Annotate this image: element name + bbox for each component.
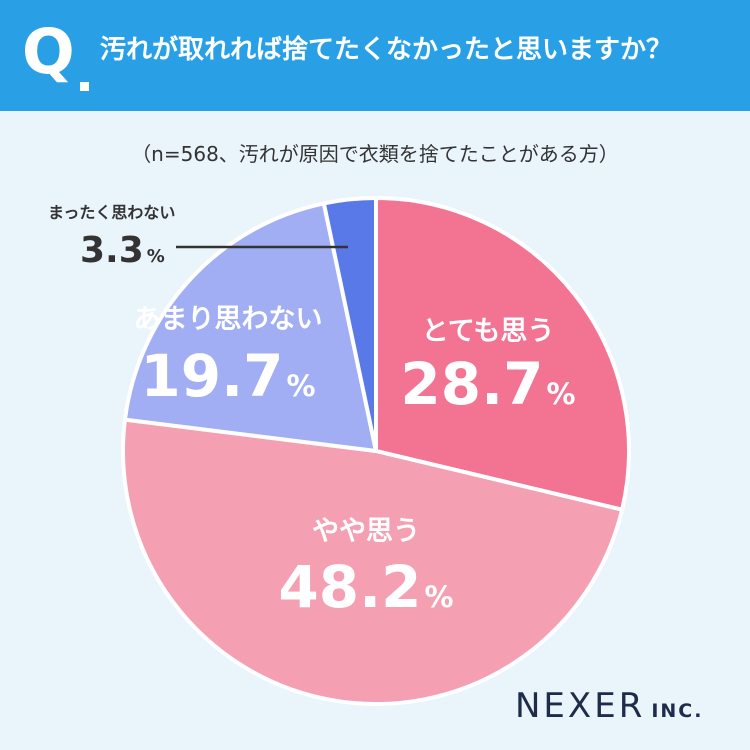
sample-note: （n=568、汚れが原因で衣類を捨てたことがある方） [131,142,619,166]
slice-value-percent-1: % [547,377,576,411]
slice-label-1: とても思う [422,316,555,347]
slice-label-3: あまり思わない [134,304,323,335]
slice-value-number-2: 48.2 [278,553,421,621]
question-text: 汚れが取れれば捨てたくなかったと思いますか？ [100,35,673,65]
pie-slice-4 [321,196,378,453]
logo-name: NEXER [515,686,646,726]
pie-slice-2 [121,417,625,706]
slice-value-3: 19.7% [140,342,315,410]
slice-value-2: 48.2% [278,553,453,621]
slice-value-percent-2: % [425,580,454,614]
logo-suffix: INC. [651,700,704,722]
slice-value-4: 3.3% [80,230,165,271]
pie-slice-1 [374,196,631,512]
slice-label-4: まったく思わない [48,203,175,222]
slice-value-number-3: 19.7 [140,342,283,410]
slice-value-percent-3: % [287,369,316,403]
slice-value-percent-4: % [147,246,165,267]
header-bar: Q 汚れが取れれば捨てたくなかったと思いますか？ [0,0,750,111]
nexer-logo: NEXER INC. [515,686,703,726]
q-letter: Q [22,15,75,88]
slice-value-number-1: 28.7 [400,350,543,418]
slice-value-1: 28.7% [400,350,575,418]
q-dot [80,82,89,91]
slice-value-number-4: 3.3 [80,230,144,271]
slice-label-2: やや思う [312,516,420,547]
pie-slice-3 [122,201,378,453]
